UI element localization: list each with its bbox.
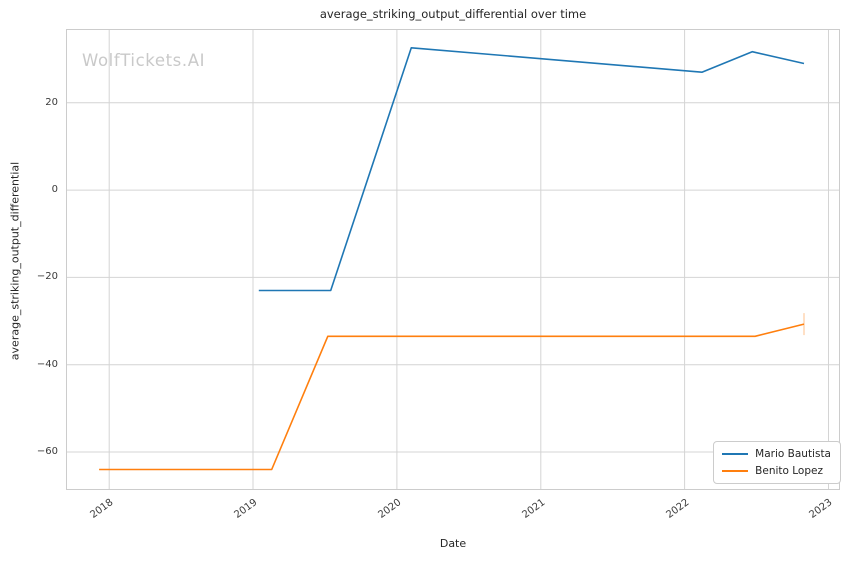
x-tick-label: 2023 <box>807 497 835 521</box>
series-line-mario-bautista <box>258 46 805 292</box>
legend-line-swatch-orange <box>722 470 749 472</box>
legend: Mario Bautista Benito Lopez <box>713 441 841 484</box>
x-tick-label: 2018 <box>88 497 116 521</box>
legend-entry-benito-lopez: Benito Lopez <box>722 465 831 477</box>
y-tick-label: 0 <box>51 184 58 196</box>
y-tick-label: −60 <box>36 446 58 458</box>
plot-frame <box>66 29 840 490</box>
x-tick-label: 2020 <box>376 497 404 521</box>
x-tick-label: 2021 <box>520 497 548 521</box>
x-axis-label: Date <box>439 537 467 550</box>
x-tick-label: 2022 <box>664 497 692 521</box>
y-tick-label: −20 <box>36 271 58 283</box>
series-line-benito-lopez <box>99 323 805 471</box>
legend-line-swatch-blue <box>722 453 749 455</box>
legend-label: Benito Lopez <box>755 465 823 477</box>
legend-label: Mario Bautista <box>755 448 831 460</box>
plot-area <box>66 29 840 490</box>
x-tick-label: 2019 <box>232 497 260 521</box>
y-tick-label: −40 <box>36 358 58 370</box>
legend-entry-mario-bautista: Mario Bautista <box>722 448 831 460</box>
chart-title: average_striking_output_differential ove… <box>319 7 587 21</box>
y-tick-label: 20 <box>45 96 58 108</box>
watermark: WolfTickets.AI <box>82 51 206 70</box>
